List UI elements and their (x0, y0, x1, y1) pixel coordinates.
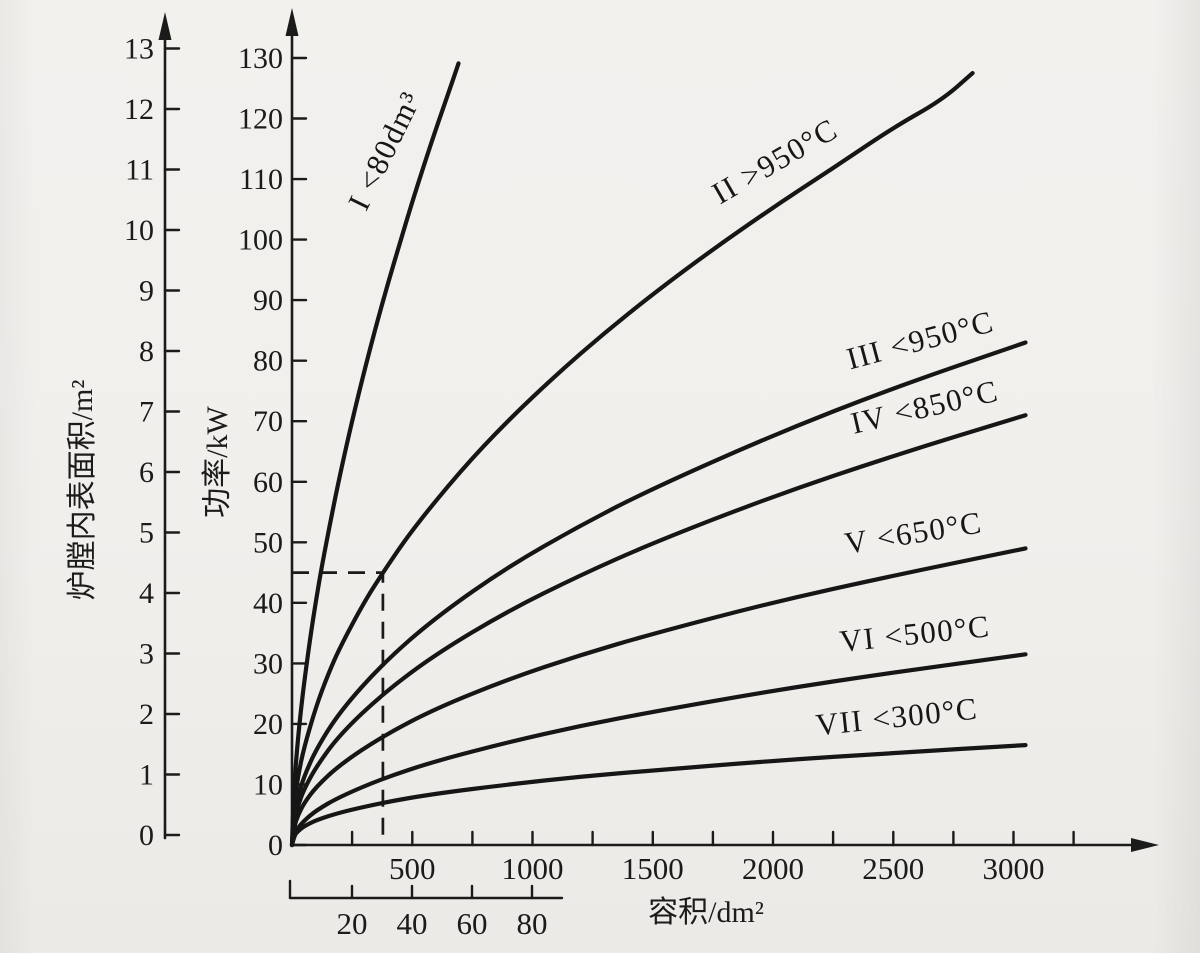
area-axis-tick-label: 11 (125, 154, 154, 187)
area-axis-tick-label: 2 (139, 698, 154, 731)
curve-label-VI: VI <500°C (838, 608, 992, 659)
curve-III (289, 340, 1028, 848)
x-axis-arrow-icon (1131, 838, 1159, 852)
area-axis-tick-label: 6 (139, 456, 154, 489)
curve-II (289, 71, 975, 848)
power-axis-tick-label: 120 (238, 103, 283, 136)
power-axis-tick-label: 80 (253, 345, 283, 378)
curve-VI (289, 652, 1028, 848)
x-axis-title: 容积/dm² (648, 896, 764, 929)
area-axis-title: 炉膛内表面积/m² (66, 380, 99, 601)
curve-label-II: II >950°C (706, 111, 844, 211)
x-axis-tick-label: 2500 (862, 851, 924, 886)
area-axis-tick-label: 5 (139, 517, 154, 550)
power-axis-tick-label: 100 (238, 224, 283, 257)
power-axis-tick-label: 130 (238, 42, 283, 75)
power-axis-tick-label: 50 (253, 526, 283, 559)
power-axis-tick-label: 110 (239, 163, 283, 196)
power-axis-tick-label: 70 (253, 405, 283, 438)
secondary-axis-tick-label: 80 (517, 906, 548, 941)
area-axis-arrow-icon (158, 12, 172, 40)
power-axis-tick-label: 60 (253, 466, 283, 499)
x-axis-tick-label: 3000 (983, 851, 1045, 886)
area-axis-tick-label: 4 (139, 577, 154, 610)
curve-IV (289, 413, 1028, 848)
x-axis-tick-label: 2000 (742, 851, 804, 886)
power-axis-tick-label: 10 (253, 769, 283, 802)
secondary-axis-tick-label: 60 (457, 906, 488, 941)
power-axis-tick-label: 20 (253, 708, 283, 741)
area-axis-tick-label: 13 (124, 33, 154, 66)
power-axis-tick-label: 90 (253, 284, 283, 317)
curve-VII (289, 743, 1028, 848)
x-axis-tick-label: 1500 (622, 851, 684, 886)
area-axis-tick-label: 3 (139, 638, 154, 671)
curve-label-VII: VII <300°C (814, 691, 980, 743)
power-axis-arrow-icon (285, 8, 299, 36)
power-axis-tick-label: 40 (253, 587, 283, 620)
curve-label-III: III <950°C (843, 303, 998, 376)
power-axis-tick-label: 0 (268, 829, 283, 862)
area-axis-tick-label: 7 (139, 396, 154, 429)
secondary-axis-tick-label: 40 (397, 906, 428, 941)
area-axis-tick-label: 12 (124, 93, 154, 126)
curve-V (289, 546, 1028, 848)
area-axis-tick-label: 9 (139, 275, 154, 308)
area-axis-tick-label: 10 (124, 214, 154, 247)
curve-I (289, 61, 461, 848)
power-axis-title: 功率/kW (201, 405, 234, 517)
area-axis-tick-label: 1 (139, 759, 154, 792)
secondary-axis-tick-label: 20 (337, 906, 368, 941)
area-axis-tick-label: 8 (139, 335, 154, 368)
power-axis-tick-label: 30 (253, 647, 283, 680)
x-axis-tick-label: 1000 (502, 851, 564, 886)
curve-label-V: V <650°C (842, 505, 984, 561)
area-axis-tick-label: 0 (139, 819, 154, 852)
x-axis-tick-label: 500 (389, 851, 436, 886)
